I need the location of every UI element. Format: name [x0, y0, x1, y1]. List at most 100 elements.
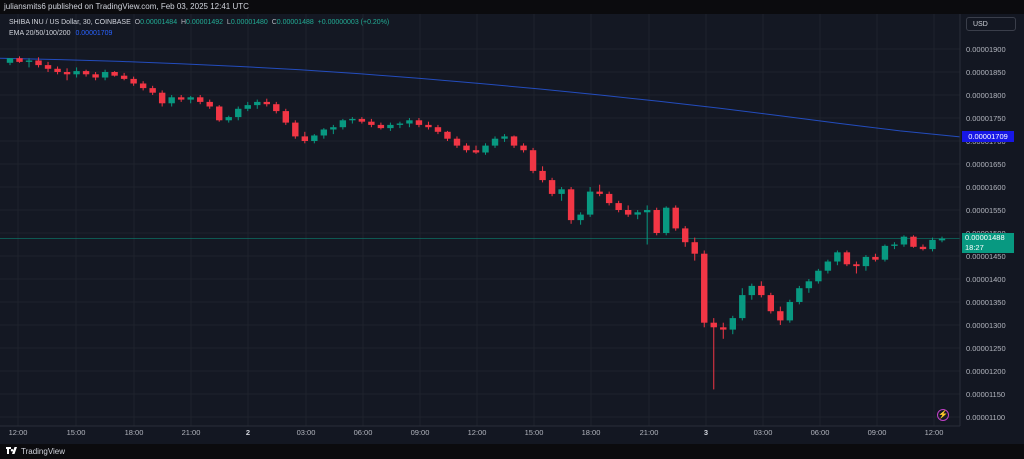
- close-label: C: [271, 19, 277, 26]
- time-axis-label: 2: [245, 428, 251, 437]
- price-axis-label: 0.00001800: [966, 90, 1006, 100]
- candle-up: [929, 239, 936, 250]
- candle-up: [862, 256, 870, 267]
- candle-down: [139, 83, 147, 89]
- price-axis-label: 0.00001250: [966, 343, 1006, 353]
- time-axis-label: 18:00: [581, 428, 601, 437]
- time-axis-label: 15:00: [524, 428, 544, 437]
- candle-down: [377, 124, 385, 129]
- candle-down: [548, 180, 556, 194]
- time-axis-label: 21:00: [181, 428, 201, 437]
- price-axis-label: 0.00001750: [966, 113, 1006, 123]
- candle-down: [44, 65, 52, 69]
- candle-up: [900, 236, 908, 245]
- candle-down: [596, 191, 603, 194]
- footer: TradingView: [0, 444, 1024, 459]
- candle-down: [624, 210, 632, 215]
- price-axis-label: 0.00001650: [966, 159, 1006, 169]
- candle-down: [130, 78, 137, 84]
- candle-down: [710, 322, 717, 328]
- candle-down: [16, 58, 23, 62]
- candle-up: [6, 58, 14, 63]
- candle-down: [605, 193, 613, 204]
- price-axis-label: 0.00001900: [966, 44, 1006, 54]
- time-axis-label: 12:00: [924, 428, 944, 437]
- candle-down: [92, 74, 99, 78]
- candle-down: [758, 285, 765, 296]
- candle-down: [672, 207, 679, 229]
- candle-up: [501, 136, 508, 139]
- candle-up: [330, 127, 337, 130]
- price-axis-label: 0.00001200: [966, 366, 1006, 376]
- candle-down: [520, 145, 527, 151]
- candle-down: [301, 136, 309, 141]
- candle-down: [701, 253, 708, 323]
- candle-up: [235, 108, 242, 118]
- price-axis-label: 0.00001400: [966, 274, 1006, 284]
- candle-down: [292, 122, 299, 137]
- candle-down: [120, 75, 128, 79]
- symbol-legend[interactable]: SHIBA INU / US Dollar, 30, COINBASE O0.0…: [9, 19, 389, 26]
- candle-up: [244, 105, 251, 109]
- price-axis-label: 0.00001150: [966, 389, 1006, 399]
- candle-down: [510, 136, 518, 146]
- candle-up: [634, 212, 641, 215]
- candle-down: [368, 121, 375, 125]
- candle-down: [177, 97, 185, 100]
- ema-price-tag: 0.00001709: [962, 131, 1014, 142]
- price-axis-label: 0.00001850: [966, 67, 1006, 77]
- candle-up: [396, 123, 404, 125]
- candle-up: [643, 210, 651, 213]
- candle-down: [149, 88, 156, 93]
- chart-pane[interactable]: [0, 14, 960, 426]
- low-label: L: [226, 19, 231, 26]
- price-axis-label: 0.00001300: [966, 320, 1006, 330]
- candle-down: [653, 210, 660, 233]
- ema-label[interactable]: EMA 20/50/100/200: [9, 30, 71, 37]
- tradingview-brand[interactable]: TradingView: [21, 447, 66, 456]
- candle-up: [25, 60, 33, 62]
- candle-up: [815, 270, 822, 282]
- candle-down: [282, 111, 289, 123]
- candle-down: [682, 228, 689, 243]
- currency-button[interactable]: USD: [966, 17, 1016, 31]
- chart-grid: [0, 14, 960, 426]
- candle-down: [197, 97, 204, 102]
- last-price-value: 0.00001488: [965, 233, 1005, 242]
- candle-up: [558, 189, 565, 194]
- open-value: 0.00001484: [140, 19, 178, 26]
- time-axis-label: 06:00: [353, 428, 373, 437]
- ema-value: 0.00001709: [75, 30, 113, 37]
- symbol-title[interactable]: SHIBA INU / US Dollar, 30, COINBASE: [9, 19, 131, 26]
- candle-down: [472, 150, 480, 153]
- ema-line: [0, 57, 961, 138]
- candles: [6, 56, 946, 390]
- candle-up: [101, 72, 109, 78]
- candle-up: [891, 244, 898, 246]
- candle-down: [263, 101, 270, 105]
- lightning-icon[interactable]: ⚡: [937, 409, 949, 421]
- candle-down: [919, 246, 927, 250]
- candle-down: [872, 256, 879, 260]
- candle-down: [853, 264, 860, 267]
- candle-up: [339, 120, 347, 128]
- candle-down: [158, 92, 166, 104]
- candle-up: [349, 118, 356, 121]
- high-value: 0.00001492: [186, 19, 224, 26]
- candle-up: [73, 71, 80, 75]
- candle-down: [111, 72, 118, 76]
- candle-up: [577, 214, 584, 221]
- candle-down: [720, 327, 727, 330]
- candlestick-chart[interactable]: [0, 0, 1024, 444]
- candle-up: [834, 252, 841, 262]
- tradingview-logo-icon[interactable]: [6, 447, 18, 456]
- candle-down: [463, 145, 470, 151]
- price-axis-label: 0.00001600: [966, 182, 1006, 192]
- time-axis-label: 06:00: [810, 428, 830, 437]
- indicator-legend[interactable]: EMA 20/50/100/200 0.00001709: [9, 30, 112, 37]
- last-price-tag: 0.00001488 18:27: [962, 233, 1014, 253]
- candle-down: [415, 120, 423, 125]
- candle-up: [482, 145, 489, 153]
- high-label: H: [180, 19, 187, 26]
- candle-down: [539, 170, 546, 181]
